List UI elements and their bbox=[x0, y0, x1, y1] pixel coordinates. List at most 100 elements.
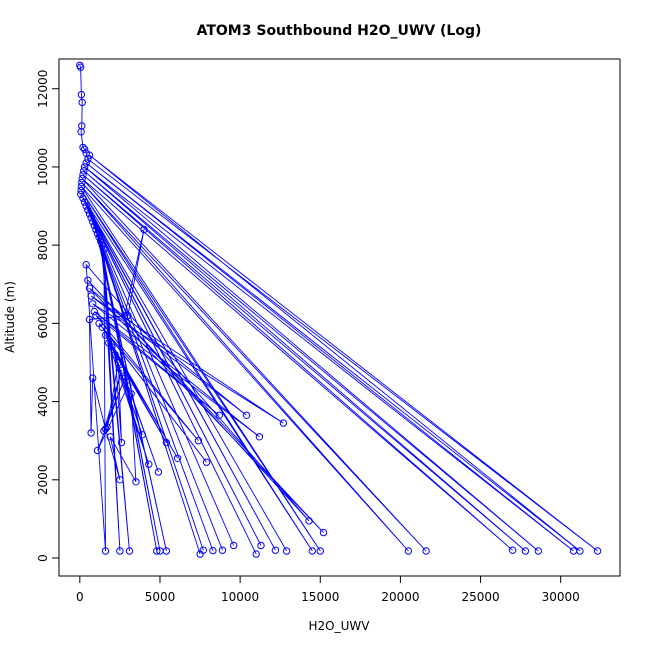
data-point bbox=[87, 214, 95, 222]
data-point bbox=[271, 546, 280, 554]
data-point bbox=[101, 547, 110, 555]
data-point bbox=[84, 155, 92, 163]
data-point bbox=[89, 300, 97, 308]
data-point bbox=[84, 276, 92, 284]
data-point bbox=[308, 547, 316, 555]
data-point bbox=[569, 547, 578, 555]
data-point bbox=[79, 171, 87, 179]
data-point bbox=[77, 186, 85, 195]
data-point bbox=[77, 90, 86, 99]
data-point bbox=[319, 528, 328, 537]
data-point bbox=[87, 429, 95, 437]
data-point bbox=[76, 63, 85, 71]
y-tick-label: 4000 bbox=[36, 386, 50, 417]
data-point bbox=[215, 411, 224, 419]
data-point bbox=[82, 202, 90, 210]
data-point bbox=[593, 547, 602, 555]
data-point bbox=[154, 468, 163, 476]
data-point bbox=[87, 292, 95, 300]
x-tick-label: 5000 bbox=[145, 590, 176, 604]
data-point bbox=[80, 145, 89, 154]
data-point bbox=[78, 122, 86, 130]
y-tick-label: 8000 bbox=[36, 230, 50, 261]
data-point bbox=[78, 98, 86, 107]
data-point bbox=[93, 446, 102, 455]
data-point bbox=[422, 547, 430, 555]
data-point bbox=[108, 343, 116, 351]
data-point bbox=[534, 547, 542, 555]
data-point bbox=[95, 233, 103, 242]
data-point bbox=[114, 358, 123, 367]
data-point bbox=[125, 547, 134, 555]
x-tick-label: 20000 bbox=[381, 590, 419, 604]
data-point bbox=[173, 454, 182, 462]
data-point bbox=[80, 198, 89, 206]
y-tick-label: 2000 bbox=[36, 465, 50, 496]
x-axis-label: H2O_UWV bbox=[309, 619, 371, 633]
data-point bbox=[156, 547, 164, 555]
y-tick-label: 10000 bbox=[36, 148, 50, 186]
data-point bbox=[77, 182, 86, 191]
data-point bbox=[404, 547, 413, 555]
data-point bbox=[100, 427, 108, 435]
series-layer bbox=[76, 61, 602, 558]
y-tick-label: 12000 bbox=[36, 70, 50, 108]
data-point bbox=[101, 425, 110, 433]
y-axis-label: Altitude (m) bbox=[3, 281, 17, 353]
data-point bbox=[117, 438, 126, 447]
data-point bbox=[279, 419, 288, 427]
data-point bbox=[85, 315, 94, 324]
data-point bbox=[98, 241, 107, 249]
data-point bbox=[282, 547, 291, 555]
data-point bbox=[257, 541, 265, 550]
data-point bbox=[140, 225, 148, 234]
x-axis: 0 5000 10000 15000 20000 25000 30000 bbox=[76, 575, 580, 604]
y-tick-label: 0 bbox=[36, 554, 50, 562]
data-point bbox=[89, 218, 97, 226]
data-point bbox=[101, 331, 110, 339]
series-line bbox=[79, 65, 598, 555]
data-point bbox=[209, 546, 217, 555]
data-point bbox=[84, 206, 92, 214]
x-tick-label: 0 bbox=[76, 590, 84, 604]
y-tick-label: 6000 bbox=[36, 308, 50, 339]
data-point bbox=[127, 390, 135, 398]
data-point bbox=[124, 382, 132, 390]
data-point bbox=[117, 366, 126, 374]
data-point bbox=[121, 311, 129, 320]
data-point bbox=[145, 460, 153, 468]
data-point bbox=[98, 323, 107, 331]
data-point bbox=[79, 194, 87, 202]
data-point bbox=[305, 517, 313, 525]
data-point bbox=[132, 478, 140, 486]
data-point bbox=[92, 225, 100, 234]
data-point bbox=[218, 546, 227, 554]
data-point bbox=[124, 311, 132, 320]
data-point bbox=[90, 221, 99, 230]
data-point bbox=[77, 128, 85, 136]
data-point bbox=[97, 237, 105, 245]
data-point bbox=[90, 307, 99, 316]
data-point bbox=[138, 431, 147, 439]
data-point bbox=[230, 541, 238, 550]
data-point bbox=[106, 433, 115, 441]
data-point bbox=[100, 245, 108, 253]
data-point bbox=[121, 374, 129, 382]
data-point bbox=[242, 411, 251, 419]
data-point bbox=[85, 284, 94, 292]
data-point bbox=[80, 167, 88, 175]
data-point bbox=[78, 175, 86, 183]
data-point bbox=[92, 311, 100, 320]
data-point bbox=[93, 229, 102, 238]
data-point bbox=[116, 547, 124, 555]
data-point bbox=[89, 374, 97, 382]
data-point bbox=[79, 143, 87, 152]
data-point bbox=[521, 547, 530, 555]
data-point bbox=[153, 547, 161, 555]
data-point bbox=[85, 210, 94, 218]
data-point bbox=[316, 547, 324, 555]
data-point bbox=[196, 550, 204, 558]
y-axis: 0 2000 4000 6000 8000 10000 12000 bbox=[36, 70, 60, 562]
data-point bbox=[111, 351, 119, 359]
